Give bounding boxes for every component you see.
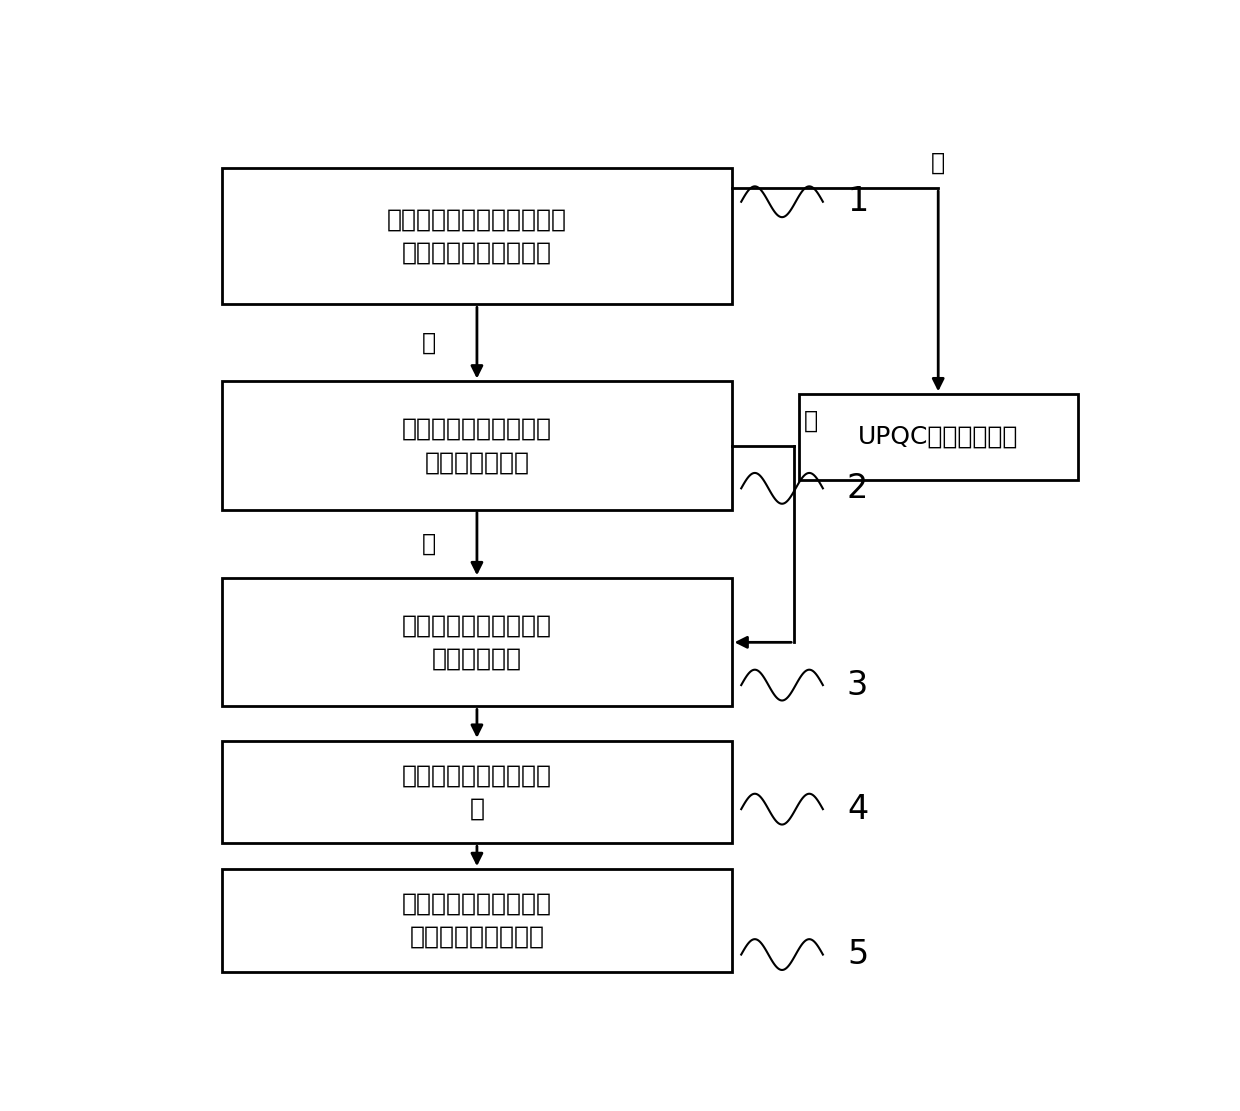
Text: 是: 是 — [804, 409, 818, 433]
FancyBboxPatch shape — [222, 869, 732, 972]
Text: 判断系统中是否出现故障现
象，是否存在故障电流: 判断系统中是否出现故障现 象，是否存在故障电流 — [387, 208, 567, 264]
Text: 否: 否 — [422, 532, 436, 556]
Text: 5: 5 — [847, 938, 868, 971]
Text: 否: 否 — [931, 151, 945, 176]
FancyBboxPatch shape — [222, 578, 732, 707]
Text: 是: 是 — [422, 331, 436, 354]
Text: 1: 1 — [847, 186, 868, 218]
Text: 控制柜发断路器分闸指
令，装置退出，结束: 控制柜发断路器分闸指 令，装置退出，结束 — [402, 892, 552, 949]
Text: 控制柜发断路器合闸指
令: 控制柜发断路器合闸指 令 — [402, 763, 552, 821]
Text: 反并联晶阀管动作，旁
路耦合变压器: 反并联晶阀管动作，旁 路耦合变压器 — [402, 613, 552, 671]
Text: 判断故障类型是否为负
荷三相短路故障: 判断故障类型是否为负 荷三相短路故障 — [402, 417, 552, 474]
FancyBboxPatch shape — [222, 381, 732, 510]
Text: 2: 2 — [847, 472, 868, 504]
Text: UPQC装置正常运行: UPQC装置正常运行 — [858, 426, 1018, 449]
FancyBboxPatch shape — [222, 741, 732, 843]
FancyBboxPatch shape — [799, 394, 1078, 480]
Text: 4: 4 — [847, 792, 868, 825]
Text: 3: 3 — [847, 669, 868, 702]
FancyBboxPatch shape — [222, 168, 732, 304]
